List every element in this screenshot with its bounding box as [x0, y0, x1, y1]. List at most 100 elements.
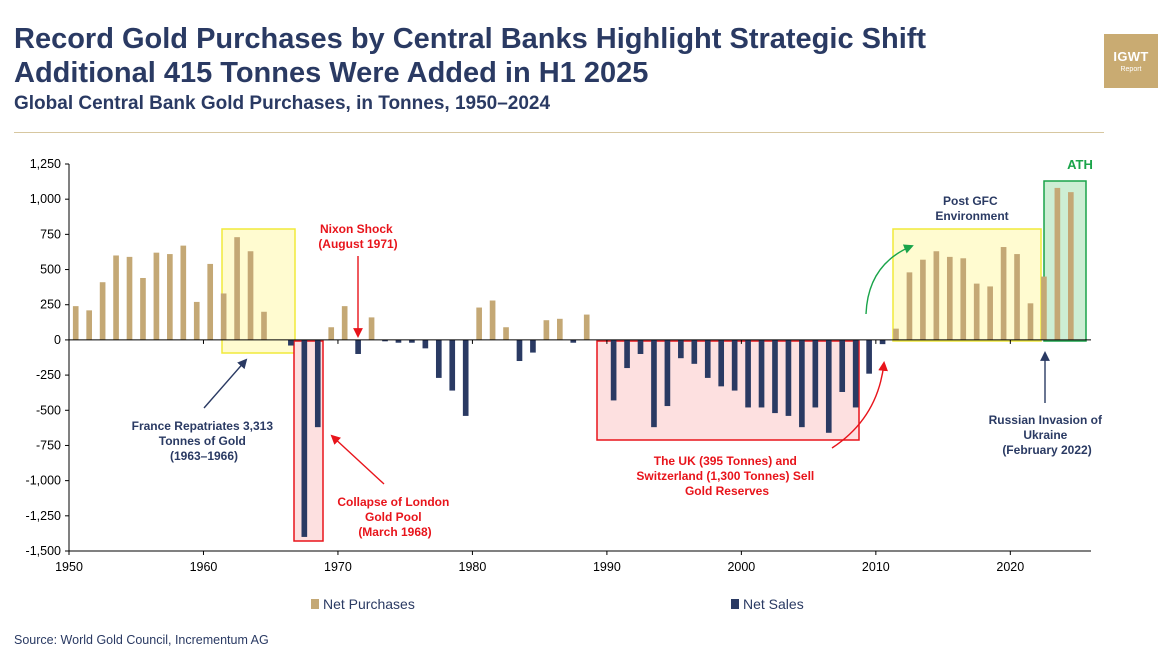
x-tick-label: 1980: [459, 560, 487, 574]
bar-1967: [301, 339, 308, 537]
header-divider: [14, 132, 1104, 133]
y-tick-label: -1,000: [26, 474, 61, 488]
x-tick-label: 1950: [55, 560, 83, 574]
logo-text: IGWT: [1113, 49, 1149, 64]
bar-1994: [664, 339, 671, 407]
legend-label-sales: Net Sales: [743, 596, 804, 612]
bar-1959: [193, 301, 200, 340]
igwt-logo: IGWT Report: [1104, 34, 1158, 88]
bar-2016: [960, 258, 967, 340]
y-tick-label: 1,250: [30, 157, 61, 171]
bar-1990: [610, 339, 617, 401]
bar-1969: [328, 327, 335, 340]
arrow-uk-swiss: [831, 361, 889, 449]
y-tick-label: -1,250: [26, 509, 61, 523]
bar-1951: [86, 310, 92, 340]
bar-1986: [557, 318, 563, 340]
bar-2017: [973, 283, 980, 340]
bar-1975: [409, 339, 415, 343]
x-tick-label: 1970: [324, 560, 352, 574]
bar-1971: [355, 339, 361, 354]
title-line-1: Record Gold Purchases by Central Banks H…: [14, 23, 927, 55]
arrow-london: [330, 434, 385, 485]
bar-2013: [920, 259, 926, 340]
highlight-ath: [1043, 180, 1087, 342]
bar-1985: [543, 320, 550, 340]
bar-1997: [704, 339, 711, 378]
bar-2015: [946, 256, 953, 340]
bar-1973: [382, 339, 388, 342]
bar-2009: [866, 339, 872, 374]
arrow-france: [203, 358, 248, 409]
bar-1988: [583, 314, 590, 340]
bar-1955: [140, 277, 146, 340]
bar-1998: [718, 339, 725, 387]
bar-2018: [987, 286, 993, 340]
bar-2003: [785, 339, 792, 416]
bar-2002: [772, 339, 778, 414]
y-tick-label: 0: [54, 333, 61, 347]
bar-2019: [1000, 247, 1007, 340]
bar-2007: [839, 339, 846, 392]
bar-1978: [449, 339, 456, 391]
bar-1983: [516, 339, 523, 362]
y-tick-label: -750: [36, 438, 61, 452]
y-tick-label: -500: [36, 403, 61, 417]
y-tick-label: -250: [36, 368, 61, 382]
title-line-2: Additional 415 Tonnes Were Added in H1 2…: [14, 57, 649, 89]
legend-swatch-purchases: [311, 599, 319, 609]
bar-2005: [812, 339, 819, 408]
bar-1979: [462, 339, 469, 416]
bar-2008: [852, 339, 859, 408]
bar-1996: [691, 339, 698, 364]
x-tick-label: 1990: [593, 560, 621, 574]
bar-1987: [570, 339, 577, 343]
annotation-russia: Russian Invasion of Ukraine (February 20…: [989, 413, 1106, 457]
bar-1956: [153, 252, 160, 340]
annotation-london: Collapse of London Gold Pool (March 1968…: [337, 495, 452, 539]
source-note: Source: World Gold Council, Incrementum …: [14, 633, 269, 647]
highlight-uk-swiss: [596, 340, 860, 441]
legend-label-purchases: Net Purchases: [323, 596, 415, 612]
bar-2012: [906, 272, 913, 340]
bar-2024: [1068, 192, 1074, 340]
bar-1972: [368, 317, 375, 340]
bar-1968: [314, 339, 321, 428]
bar-1964: [261, 311, 267, 340]
bar-1980: [476, 307, 482, 340]
bar-1991: [624, 339, 630, 369]
y-tick-label: 1,000: [30, 192, 61, 206]
bar-1958: [180, 245, 187, 340]
bar-2014: [933, 251, 940, 340]
bar-1992: [637, 339, 644, 354]
bar-2020: [1014, 254, 1020, 340]
bar-1963: [247, 251, 254, 340]
bar-1984: [530, 339, 536, 353]
bar-1981: [489, 300, 496, 340]
bar-1999: [731, 339, 738, 391]
bar-2021: [1027, 303, 1034, 340]
bar-1962: [234, 237, 240, 340]
chart-legend: Net Purchases Net Sales: [311, 596, 804, 612]
chart-subtitle: Global Central Bank Gold Purchases, in T…: [14, 93, 551, 114]
bar-1954: [126, 256, 133, 340]
bar-2001: [758, 339, 765, 408]
bar-1953: [113, 255, 119, 340]
bar-2022: [1041, 276, 1047, 340]
bar-2010: [879, 339, 886, 345]
bar-2011: [893, 328, 899, 340]
bar-1966: [288, 339, 294, 346]
bar-2000: [745, 339, 751, 408]
bar-1974: [395, 339, 402, 343]
bar-1961: [220, 293, 227, 340]
x-tick-label: 2010: [862, 560, 890, 574]
legend-swatch-sales: [731, 599, 739, 609]
highlight-france: [221, 228, 296, 354]
y-tick-label: -1,500: [26, 544, 61, 558]
x-tick-label: 2020: [996, 560, 1024, 574]
bar-1993: [651, 339, 657, 428]
bar-1976: [422, 339, 429, 349]
bar-1995: [678, 339, 684, 359]
y-tick-label: 250: [40, 298, 61, 312]
bar-1952: [99, 282, 106, 340]
